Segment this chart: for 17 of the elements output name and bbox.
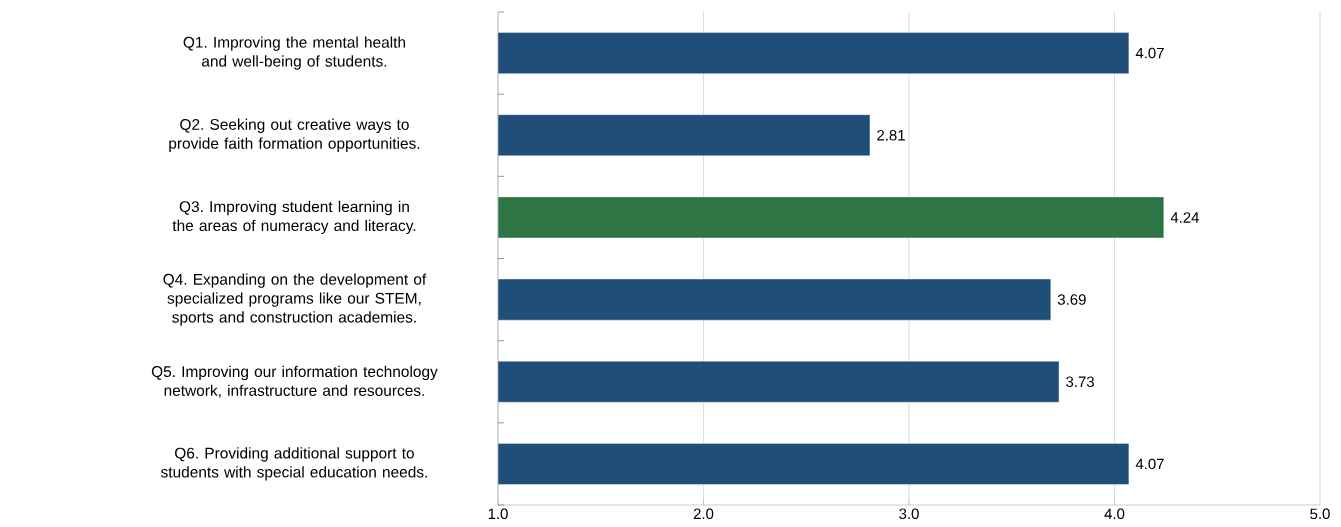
data-label: 3.73 (1066, 376, 1094, 388)
y-tick-label: Q6. Providing additional support to students with special education needs. (160, 447, 427, 481)
data-label: 3.69 (1057, 294, 1086, 305)
data-label: 4.07 (1135, 458, 1164, 470)
y-tick-label: Q1. Improving the mental health and well-being of students. (183, 36, 406, 70)
x-tick-label: 3.0 (899, 508, 919, 520)
data-label: 4.24 (1170, 212, 1199, 223)
y-tick-label: Q3. Improving student learning in the areas of numeracy and literacy. (172, 200, 416, 235)
x-tick-label: 1.0 (488, 508, 508, 520)
y-tick-label: Q4. Expanding on the development of specialized programs like our STEM, sports and construction academies. (163, 273, 427, 326)
data-label: 2.81 (877, 129, 905, 141)
data-label: 4.07 (1135, 47, 1164, 59)
x-tick-label: 4.0 (1104, 508, 1125, 520)
x-tick-label: 2.0 (693, 508, 714, 520)
y-tick-label: Q2. Seeking out creative ways to provide faith formation opportunities. (169, 118, 420, 152)
x-tick-label: 5.0 (1310, 508, 1330, 520)
y-tick-label: Q5. Improving our information technology network, infrastructure and resources. (151, 365, 438, 398)
